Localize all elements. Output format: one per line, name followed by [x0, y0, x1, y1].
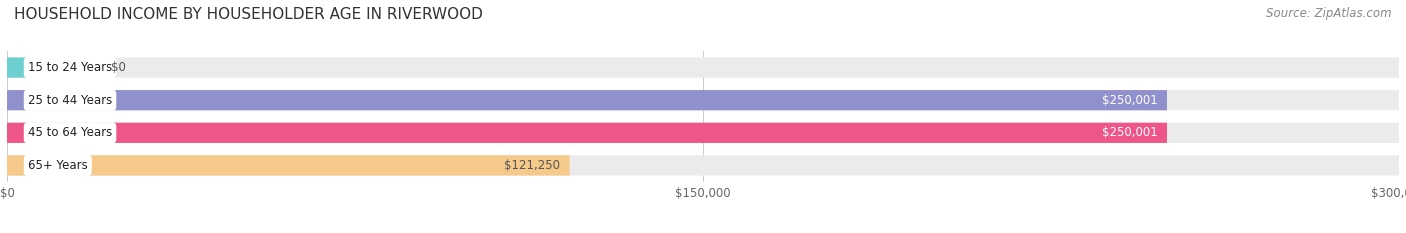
Text: $0: $0 [111, 61, 127, 74]
Text: $250,001: $250,001 [1102, 126, 1157, 139]
Text: 15 to 24 Years: 15 to 24 Years [28, 61, 112, 74]
FancyBboxPatch shape [7, 123, 1399, 143]
Text: $121,250: $121,250 [505, 159, 561, 172]
FancyBboxPatch shape [7, 90, 1167, 110]
FancyBboxPatch shape [7, 155, 569, 175]
FancyBboxPatch shape [7, 58, 1399, 78]
Text: 65+ Years: 65+ Years [28, 159, 87, 172]
FancyBboxPatch shape [7, 90, 1399, 110]
Text: 45 to 64 Years: 45 to 64 Years [28, 126, 112, 139]
Text: $250,001: $250,001 [1102, 94, 1157, 107]
FancyBboxPatch shape [7, 123, 1167, 143]
Text: HOUSEHOLD INCOME BY HOUSEHOLDER AGE IN RIVERWOOD: HOUSEHOLD INCOME BY HOUSEHOLDER AGE IN R… [14, 7, 482, 22]
FancyBboxPatch shape [7, 155, 1399, 175]
Text: 25 to 44 Years: 25 to 44 Years [28, 94, 112, 107]
Text: Source: ZipAtlas.com: Source: ZipAtlas.com [1267, 7, 1392, 20]
FancyBboxPatch shape [7, 58, 110, 78]
